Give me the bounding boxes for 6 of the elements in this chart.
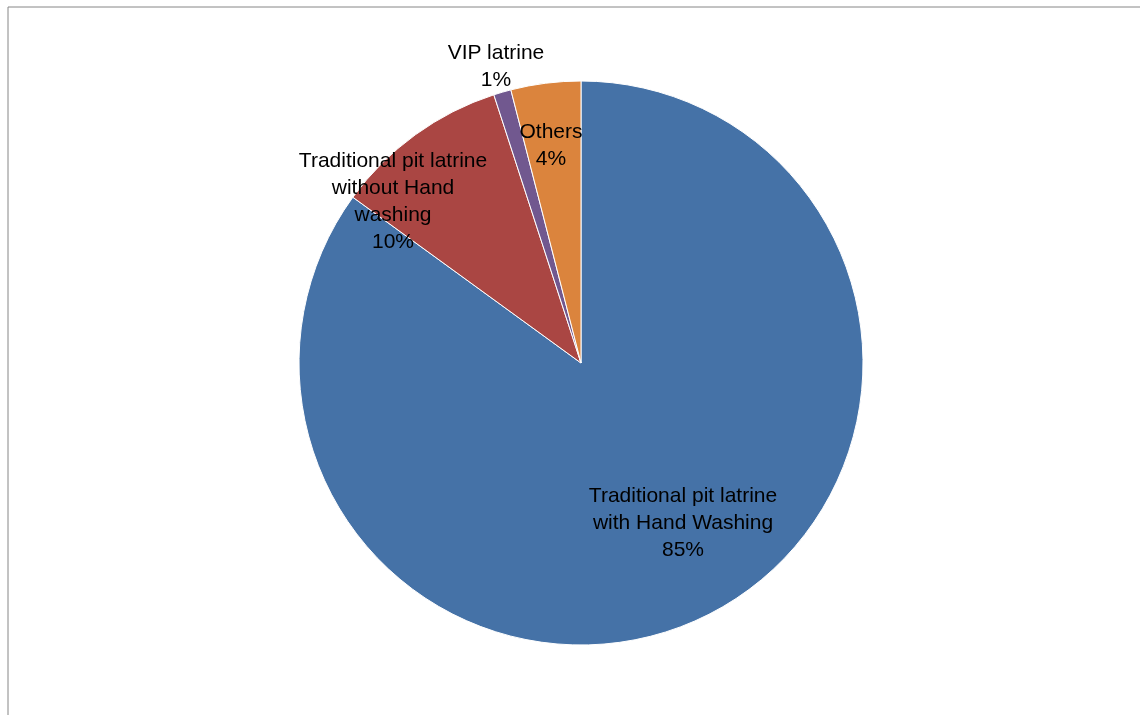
slice-label: Traditional pit latrine with Hand Washing [588, 483, 778, 533]
data-label: 10% [371, 229, 415, 252]
data-label: 4% [535, 146, 567, 169]
slice-label: VIP latrine [447, 40, 545, 63]
data-label: 1% [480, 67, 512, 90]
data-label: 85% [661, 537, 705, 560]
